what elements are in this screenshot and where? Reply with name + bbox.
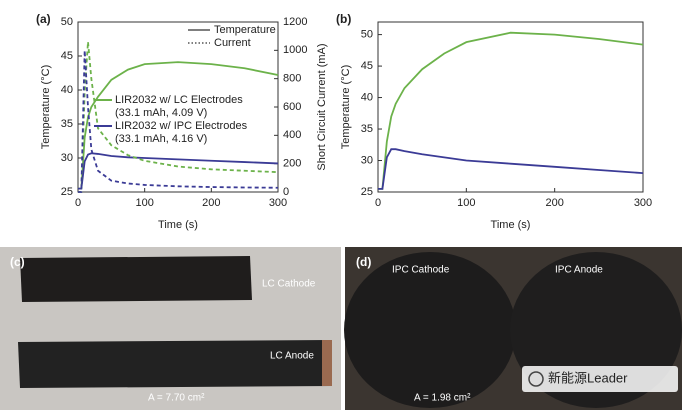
photo-label: LC Cathode (262, 279, 316, 290)
annotation: (33.1 mAh, 4.09 V) (115, 107, 207, 119)
y2-tick-label: 400 (283, 129, 301, 141)
x-tick-label: 200 (545, 197, 563, 209)
x-tick-label: 300 (269, 197, 287, 209)
series-line (78, 61, 279, 190)
legend-label: Temperature (214, 24, 276, 36)
watermark-box (522, 366, 678, 392)
y-tick-label: 35 (361, 123, 373, 135)
x-tick-label: 200 (202, 197, 220, 209)
series-line (78, 152, 279, 190)
panel-label: (c) (10, 255, 25, 269)
y2-tick-label: 200 (283, 158, 301, 170)
y-tick-label: 50 (61, 16, 73, 28)
y-tick-label: 45 (361, 60, 373, 72)
photo-label: IPC Cathode (392, 265, 450, 276)
y2-tick-label: 1200 (283, 16, 307, 28)
series-line (378, 31, 644, 190)
x-axis-label: Time (s) (491, 219, 531, 231)
copper-tab (322, 340, 332, 386)
y2-axis-label: Short Circuit Current (mA) (316, 43, 328, 170)
y2-tick-label: 600 (283, 101, 301, 113)
y2-tick-label: 0 (283, 186, 289, 198)
lc-anode-strip (18, 340, 332, 388)
series-line (378, 148, 644, 190)
y2-tick-label: 800 (283, 73, 301, 85)
panel-label: (a) (36, 12, 51, 26)
annotation: LIR2032 w/ LC Electrodes (115, 94, 243, 106)
legend-label: Current (214, 37, 251, 49)
y-axis-label: Temperature (°C) (340, 65, 352, 149)
x-tick-label: 0 (375, 197, 381, 209)
y-tick-label: 35 (61, 118, 73, 130)
photo-label: LC Anode (270, 351, 314, 362)
y-tick-label: 50 (361, 28, 373, 40)
y-tick-label: 40 (61, 84, 73, 96)
watermark: 新能源Leader (548, 370, 628, 385)
series-line (78, 50, 279, 193)
x-tick-label: 0 (75, 197, 81, 209)
annotation: LIR2032 w/ IPC Electrodes (115, 120, 248, 132)
annotation: (33.1 mAh, 4.16 V) (115, 133, 207, 145)
y-tick-label: 45 (61, 50, 73, 62)
y-tick-label: 30 (61, 152, 73, 164)
x-tick-label: 100 (135, 197, 153, 209)
x-tick-label: 100 (457, 197, 475, 209)
series-line (78, 41, 279, 193)
y-tick-label: 30 (361, 154, 373, 166)
y2-tick-label: 1000 (283, 44, 307, 56)
photo-label: A = 1.98 cm² (414, 393, 471, 404)
lc-cathode-strip (20, 256, 252, 302)
y-tick-label: 40 (361, 91, 373, 103)
watermark-icon (528, 371, 544, 387)
ipc-cathode-disk (344, 252, 516, 408)
x-axis-label: Time (s) (158, 219, 198, 231)
y-axis-label: Temperature (°C) (40, 65, 52, 149)
y-tick-label: 25 (361, 186, 373, 198)
y-tick-label: 25 (61, 186, 73, 198)
plot-frame (377, 21, 644, 193)
panel-label: (b) (336, 12, 351, 26)
panel-label: (d) (356, 255, 371, 269)
photo-label: IPC Anode (555, 265, 603, 276)
x-tick-label: 300 (634, 197, 652, 209)
photo-label: A = 7.70 cm² (148, 393, 205, 404)
